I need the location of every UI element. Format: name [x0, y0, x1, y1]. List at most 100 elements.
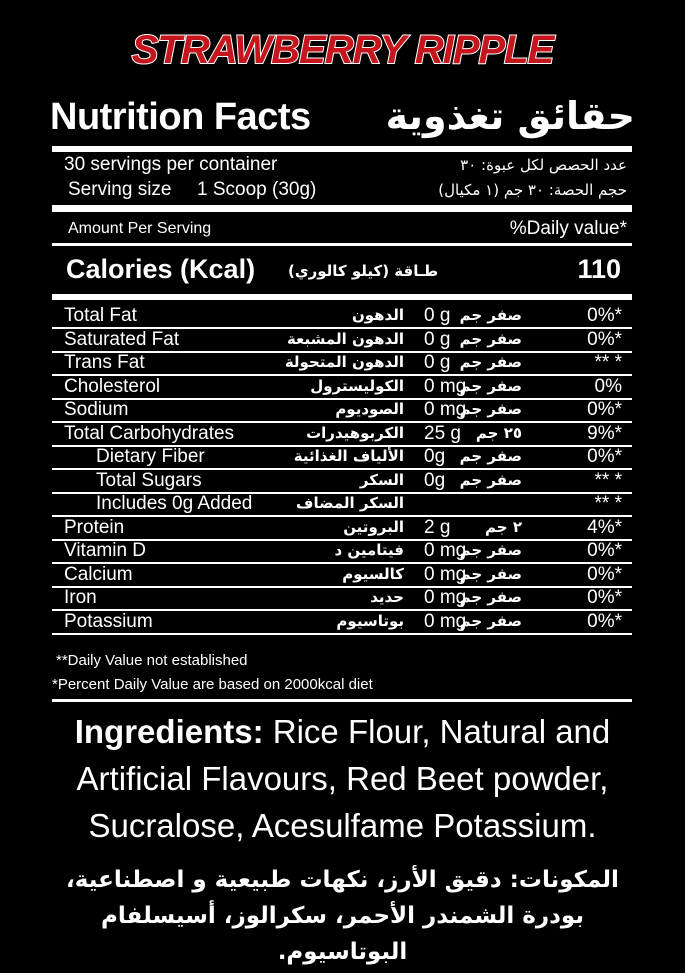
nutrient-name: Iron: [64, 587, 97, 608]
nutrient-name: Total Sugars: [96, 469, 202, 491]
nutrient-amount-ar: صفر جم: [459, 564, 522, 583]
nutrient-name-ar: الألياف الغذائية: [293, 447, 404, 465]
nutrient-amount: 2 g: [424, 516, 451, 538]
nutrient-amount-ar: صفر جم: [459, 329, 522, 348]
nutrition-facts-title-ar: حقائق تغذوية: [385, 94, 635, 138]
nutrient-amount: 0 mg: [424, 399, 467, 420]
nutrient-name: Includes 0g Added: [96, 493, 253, 514]
nutrient-daily-value: 0%*: [587, 587, 622, 608]
nutrient-name: Total Fat: [64, 305, 137, 326]
nutrition-facts-title: Nutrition Facts: [50, 96, 311, 138]
nutrient-row: Total Sugars السكر 0g صفر جم ** *: [52, 469, 632, 494]
nutrient-amount: 0 mg: [424, 563, 467, 585]
nutrient-amount-ar: ٢ جم: [485, 517, 522, 536]
nutrient-row: Iron حديد 0 mg صفر جم 0%*: [52, 586, 632, 611]
nutrient-amount-ar: صفر جم: [459, 306, 522, 324]
serving-size-label: Serving size: [68, 179, 172, 200]
nutrient-row: Includes 0g Added السكر المضاف ** *: [52, 492, 632, 517]
nutrient-row: Potassium بوتاسيوم 0 mg صفر جم 0%*: [52, 610, 632, 635]
nutrient-amount: 0 mg: [424, 375, 467, 397]
nutrient-name: Protein: [64, 516, 125, 538]
divider: [52, 205, 632, 212]
serving-size-value: 1 Scoop (30g): [197, 179, 317, 200]
nutrient-name: Cholesterol: [64, 375, 161, 397]
nutrient-daily-value: 9%*: [587, 422, 622, 444]
nutrient-name-ar: بوتاسيوم: [336, 611, 404, 630]
product-title: STRAWBERRY RIPPLE: [131, 27, 556, 73]
nutrient-daily-value: 0%*: [587, 540, 622, 561]
nutrient-name-ar: الدهون المشبعة: [286, 329, 404, 348]
divider: [52, 294, 632, 300]
nutrient-name-ar: الدهون المتحولة: [284, 353, 404, 371]
nutrient-amount: 0 mg: [424, 540, 467, 561]
nutrient-name-ar: الدهون: [351, 306, 404, 324]
nutrient-daily-value: ** *: [594, 469, 622, 491]
nutrient-name: Dietary Fiber: [96, 446, 205, 467]
nutrient-amount-ar: صفر جم: [459, 353, 522, 371]
nutrient-name-ar: فيتامين د: [334, 541, 404, 559]
amount-per-serving: Amount Per Serving: [68, 220, 212, 237]
nutrient-amount-ar: صفر جم: [459, 470, 522, 489]
nutrient-name-ar: السكر: [359, 470, 404, 489]
nutrient-amount: 0 mg: [424, 587, 467, 608]
nutrient-daily-value: 4%*: [587, 516, 622, 538]
nutrient-daily-value: 0%*: [587, 399, 622, 420]
nutrient-row: Protein البروتين 2 g ٢ جم 4%*: [52, 516, 632, 541]
nutrient-daily-value: 0%*: [587, 610, 622, 632]
nutrient-name: Potassium: [64, 610, 153, 632]
nutrient-name: Trans Fat: [64, 352, 145, 373]
calories-label: Calories (Kcal): [66, 254, 256, 284]
divider: [52, 146, 632, 152]
ingredients-en: Ingredients: Rice Flour, Natural and Art…: [0, 708, 685, 849]
nutrient-name-ar: الصوديوم: [335, 400, 404, 418]
nutrient-name: Saturated Fat: [64, 328, 180, 350]
nutrient-amount: 0 g: [424, 305, 451, 326]
serving-size-ar: حجم الحصة: ٣٠ جم (١ مكيال): [438, 181, 627, 199]
nutrient-amount-ar: ٢٥ جم: [475, 423, 522, 442]
divider: [52, 699, 632, 702]
footnote: *Percent Daily Value are based on 2000kc…: [52, 676, 373, 693]
nutrient-name: Sodium: [64, 399, 129, 420]
divider: [52, 243, 632, 246]
nutrient-amount-ar: صفر جم: [459, 588, 522, 606]
nutrient-daily-value: 0%*: [587, 305, 622, 326]
footnote: **Daily Value not established: [56, 652, 248, 669]
nutrient-row: Trans Fat الدهون المتحولة 0 g صفر جم ** *: [52, 351, 632, 376]
nutrient-amount-ar: صفر جم: [459, 376, 522, 395]
nutrient-row: Sodium الصوديوم 0 mg صفر جم 0%*: [52, 398, 632, 423]
ingredients-label: Ingredients:: [74, 713, 264, 750]
nutrient-row: Total Fat الدهون 0 g صفر جم 0%*: [52, 304, 632, 329]
nutrient-name-ar: البروتين: [343, 517, 404, 536]
nutrient-amount: 0 g: [424, 328, 451, 350]
servings-per-container: 30 servings per container: [64, 154, 278, 175]
daily-value-header: %Daily value*: [509, 218, 627, 239]
nutrient-name-ar: السكر المضاف: [296, 494, 404, 512]
calories-label-ar: طـاقة (كيلو كالوري): [288, 262, 439, 280]
ingredients-text: Rice Flour, Natural and Artificial Flavo…: [76, 713, 611, 844]
nutrient-daily-value: 0%: [594, 375, 622, 397]
nutrient-amount-ar: صفر جم: [459, 541, 522, 559]
nutrient-amount: 25 g: [424, 422, 461, 444]
nutrient-name-ar: الكربوهيدرات: [306, 423, 404, 442]
nutrient-amount-ar: صفر جم: [459, 611, 522, 630]
nutrient-amount: 0g: [424, 446, 446, 467]
nutrient-daily-value: 0%*: [587, 328, 622, 350]
nutrient-name-ar: الكوليسترول: [310, 376, 404, 395]
nutrient-daily-value: ** *: [594, 352, 622, 373]
calories-value: 110: [577, 254, 621, 284]
nutrient-amount: 0 g: [424, 352, 451, 373]
nutrient-name-ar: حديد: [370, 588, 404, 606]
nutrient-row: Total Carbohydrates الكربوهيدرات 25 g ٢٥ جم…: [52, 422, 632, 447]
nutrient-name: Vitamin D: [64, 540, 147, 561]
servings-per-container-ar: عدد الحصص لكل عبوة: ٣٠: [460, 156, 627, 174]
nutrient-daily-value: 0%*: [587, 563, 622, 585]
nutrient-daily-value: ** *: [594, 493, 622, 514]
nutrient-name: Total Carbohydrates: [64, 422, 235, 444]
nutrient-row: Cholesterol الكوليسترول 0 mg صفر جم 0%: [52, 375, 632, 400]
nutrient-amount: 0 mg: [424, 610, 467, 632]
nutrient-name-ar: كالسيوم: [342, 564, 404, 583]
nutrient-amount-ar: صفر جم: [459, 400, 522, 418]
nutrient-amount: 0g: [424, 469, 446, 491]
nutrient-name: Calcium: [64, 563, 133, 585]
nutrient-amount-ar: صفر جم: [459, 447, 522, 465]
